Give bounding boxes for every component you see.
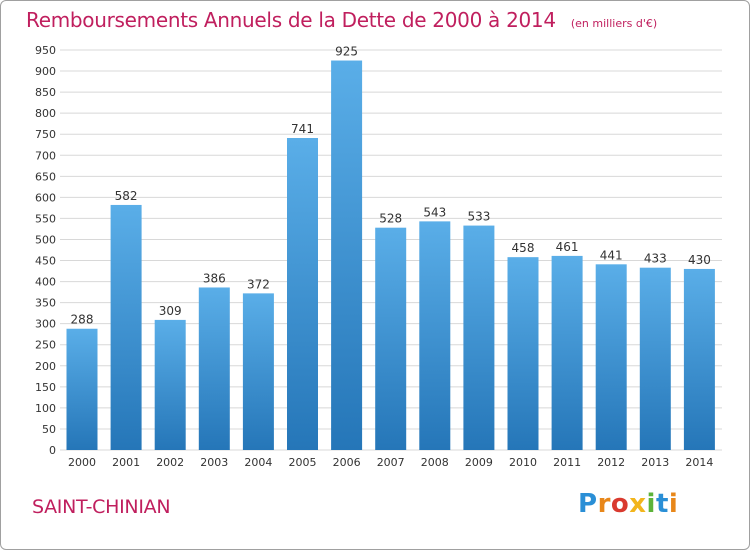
bar-2011 [551,255,583,450]
bar-2002 [154,319,186,450]
chart-title: Remboursements Annuels de la Dette de 20… [26,8,556,32]
x-tick-label-2005: 2005 [289,456,317,469]
y-tick-label: 900 [35,65,56,78]
data-label-2008: 543 [423,205,446,219]
x-tick-label-2008: 2008 [421,456,449,469]
bar-2003 [198,287,230,450]
x-tick-label-2004: 2004 [244,456,272,469]
proxiti-logo: Proxiti [578,489,679,519]
data-label-2002: 309 [159,304,182,318]
y-axis-ticks: 0 50 100 150 200 250 300 350 400 450 500 550 600 650 7… [35,44,56,457]
y-tick-label: 850 [35,86,56,99]
bar-2001 [110,204,142,450]
y-tick-label: 800 [35,107,56,120]
data-label-2001: 582 [115,189,138,203]
x-tick-label-2002: 2002 [156,456,184,469]
y-tick-label: 300 [35,318,56,331]
y-tick-label: 350 [35,297,56,310]
bar-2004 [242,293,274,450]
x-tick-label-2007: 2007 [377,456,405,469]
y-tick-label: 250 [35,339,56,352]
data-labels: 288 582 309 386 372 741 925 528 543 533 458 461 441 4… [71,45,711,327]
y-tick-label: 400 [35,276,56,289]
bar-2009 [463,225,495,450]
x-tick-label-2006: 2006 [333,456,361,469]
bar-2013 [639,267,671,450]
y-tick-label: 650 [35,170,56,183]
y-tick-label: 0 [49,444,56,457]
data-label-2005: 741 [291,122,314,136]
bar-2014 [683,268,715,450]
bar-2005 [287,138,318,450]
y-tick-label: 200 [35,360,56,373]
bar-2008 [419,221,451,450]
x-tick-label-2003: 2003 [200,456,228,469]
data-label-2000: 288 [71,313,94,327]
commune-name: SAINT-CHINIAN [32,496,171,518]
x-tick-label-2010: 2010 [509,456,537,469]
bar-2006 [331,60,363,451]
data-label-2010: 458 [512,241,535,255]
x-tick-label-2014: 2014 [685,456,713,469]
data-label-2014: 430 [688,253,711,267]
x-tick-label-2011: 2011 [553,456,581,469]
y-tick-label: 950 [35,44,56,57]
chart-unit: (en milliers d'€) [570,17,658,30]
x-tick-label-2012: 2012 [597,456,625,469]
bar-2010 [507,257,539,450]
data-label-2006: 925 [335,45,358,59]
x-axis-ticks: 2000 2001 2002 2003 2004 2005 2006 2007 2008 2009… [68,456,713,469]
x-tick-label-2009: 2009 [465,456,493,469]
y-tick-label: 750 [35,128,56,141]
y-tick-label: 450 [35,255,56,268]
data-label-2007: 528 [379,212,402,226]
data-label-2012: 441 [600,248,623,262]
bar-2012 [595,264,627,450]
y-tick-label: 500 [35,233,56,246]
bar-2007 [375,227,407,450]
y-tick-label: 700 [35,149,56,162]
y-tick-label: 600 [35,191,56,204]
y-tick-label: 550 [35,212,56,225]
y-tick-label: 50 [42,423,56,436]
x-tick-label-2013: 2013 [641,456,669,469]
y-tick-label: 150 [35,381,56,394]
data-label-2011: 461 [556,240,579,254]
bars [66,60,715,451]
data-label-2009: 533 [467,210,490,224]
chart-title-row: Remboursements Annuels de la Dette de 20… [26,8,657,32]
bar-2000 [66,328,98,450]
data-label-2004: 372 [247,277,270,291]
data-label-2013: 433 [644,252,667,266]
x-tick-label-2001: 2001 [112,456,140,469]
y-tick-label: 100 [35,402,56,415]
x-tick-label-2000: 2000 [68,456,96,469]
data-label-2003: 386 [203,271,226,285]
